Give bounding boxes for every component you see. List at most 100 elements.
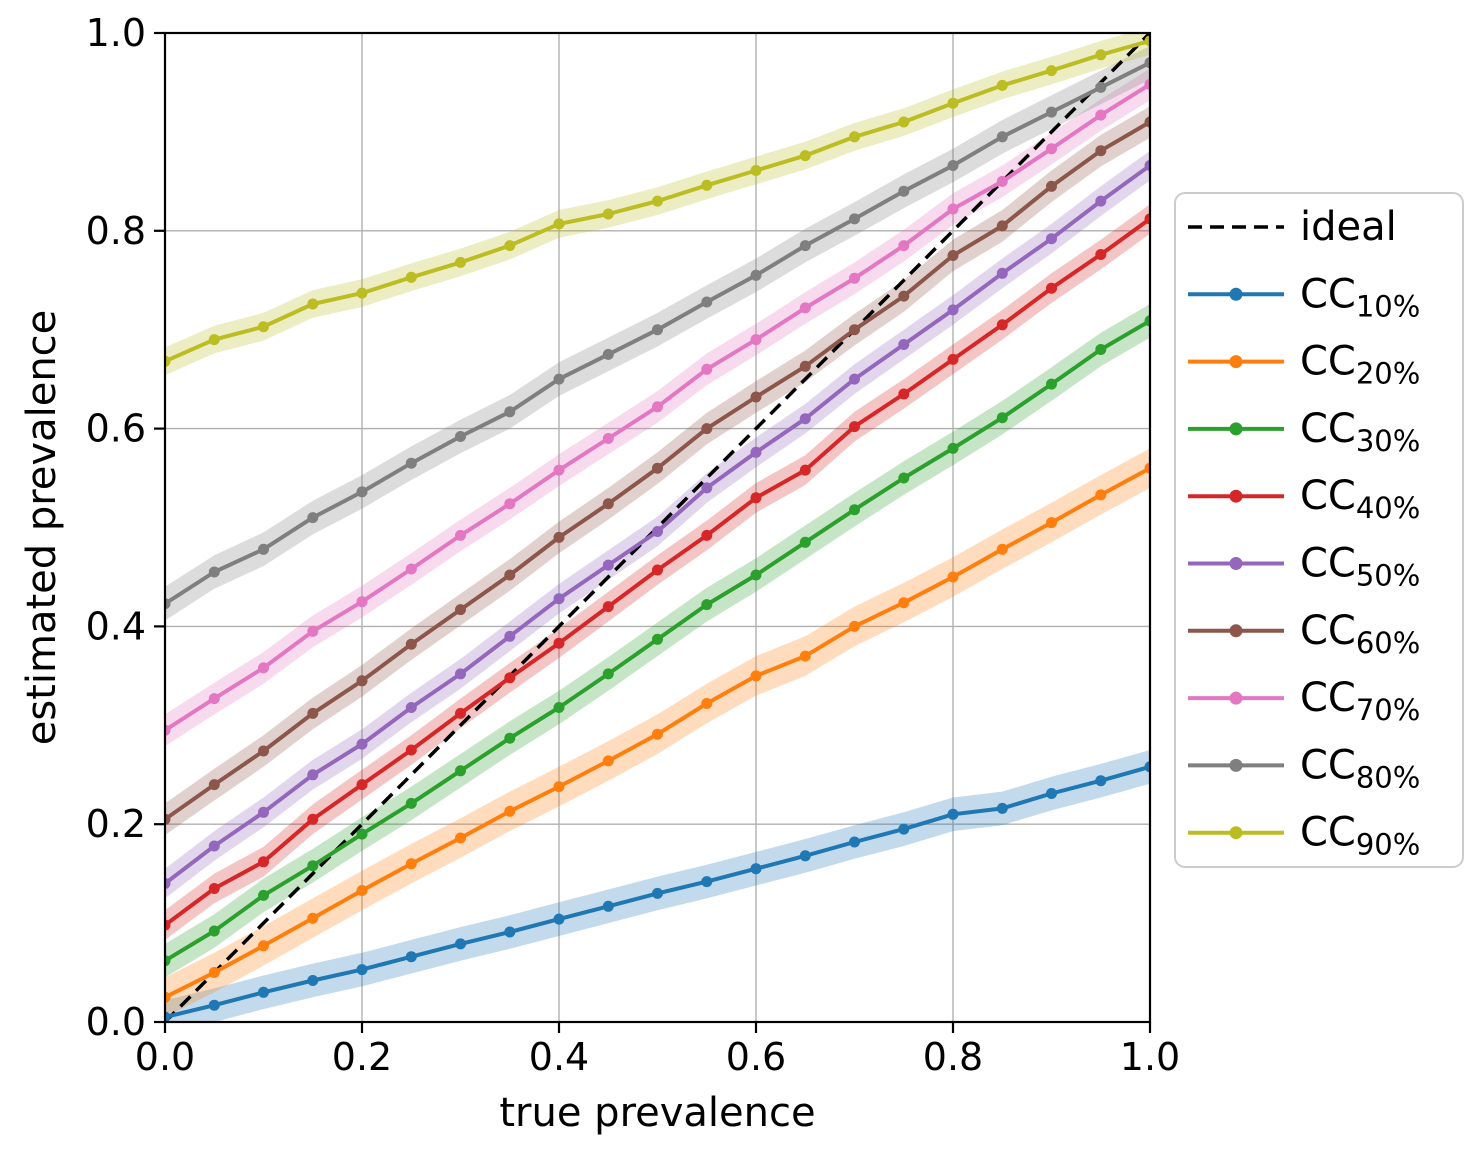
data-point-marker [553,373,565,385]
data-point-marker [750,863,762,875]
x-tick-label: 0.0 [135,1035,195,1079]
data-point-marker [799,413,811,425]
data-point-marker [307,813,319,825]
data-point-marker [208,334,220,346]
data-point-marker [208,967,220,978]
legend-marker-sample [1229,557,1243,570]
data-point-marker [996,802,1008,814]
data-point-marker [947,250,959,261]
data-point-marker [947,571,959,583]
series-markers-CC-10 [165,761,1150,1022]
legend-marker-sample [1229,758,1243,772]
data-point-marker [553,531,565,543]
legend-label-subscript: 70% [1356,693,1420,727]
data-point-marker [996,412,1008,424]
data-point-marker [1095,249,1107,260]
legend-label-subscript: 40% [1356,491,1420,525]
y-tick-label: 0.4 [86,604,146,648]
data-point-marker [405,563,417,575]
data-point-marker [1046,788,1057,799]
data-point-marker [356,486,368,498]
data-point-marker [1046,282,1057,294]
data-point-marker [504,569,516,581]
data-point-marker [356,828,368,840]
data-point-marker [652,462,663,474]
data-point-marker [701,423,713,435]
data-point-marker [849,421,860,433]
data-point-marker [1144,315,1150,327]
data-point-marker [165,919,171,931]
data-point-marker [947,304,959,316]
data-point-marker [258,856,269,868]
data-point-marker [652,401,663,413]
data-point-marker [898,597,910,609]
legend-marker-sample [1229,287,1243,301]
data-point-marker [602,433,614,444]
data-point-marker [602,601,614,613]
data-point-marker [947,442,959,454]
series-markers-CC-60 [165,116,1150,825]
data-point-marker [258,940,269,952]
data-point-marker [799,464,811,476]
data-point-marker [1144,160,1150,171]
data-point-marker [356,964,368,976]
axis-ticks [154,31,1152,1033]
series-markers-CC-20 [165,462,1150,1003]
data-point-marker [947,97,959,109]
legend-label: CC50% [1300,541,1420,593]
data-point-marker [165,724,171,736]
data-point-marker [849,272,860,284]
data-point-marker [258,662,269,674]
data-point-marker [258,321,269,333]
data-point-marker [849,620,860,632]
data-point-marker [258,745,269,757]
data-point-marker [455,256,466,268]
data-point-marker [504,630,516,642]
data-point-marker [750,269,762,281]
data-point-marker [1144,78,1150,90]
legend-marker-sample [1229,355,1243,369]
legend-marker-sample [1229,624,1243,638]
data-point-marker [1095,49,1107,61]
legend: idealCC10%CC20%CC30%CC40%CC50%CC60%CC70%… [1174,192,1464,868]
data-point-marker [750,492,762,504]
data-point-marker [652,195,663,207]
data-point-marker [356,596,368,608]
data-point-marker [504,406,516,418]
legend-marker-sample [1229,826,1243,840]
data-point-marker [1144,57,1150,69]
data-point-marker [553,218,565,230]
data-point-marker [898,290,910,302]
legend-label-subscript: 50% [1356,559,1420,593]
data-point-marker [652,564,663,576]
data-point-marker [1046,106,1057,118]
data-point-marker [799,302,811,314]
data-point-marker [553,593,565,605]
y-tick-label: 0.8 [86,209,146,253]
data-point-marker [750,446,762,458]
data-point-marker [898,388,910,400]
data-point-marker [1046,233,1057,245]
data-point-marker [1095,145,1107,157]
tick-labels: 0.0 0.2 0.4 0.6 0.8 1.0 0.0 0.2 0.4 0.6 0.8 1.0 [86,11,1181,1079]
data-point-marker [356,738,368,750]
data-point-marker [602,498,614,510]
data-point-marker [405,797,417,809]
data-point-marker [208,566,220,578]
data-point-marker [947,353,959,365]
data-point-marker [701,296,713,308]
y-tick-label: 0.2 [86,802,146,846]
data-point-marker [553,637,565,649]
legend-marker-sample [1229,422,1243,436]
legend-entry-ideal: ideal [1188,204,1397,250]
data-point-marker [553,781,565,793]
y-tick-label: 0.0 [86,1000,146,1044]
data-point-marker [898,339,910,350]
data-point-marker [307,298,319,310]
data-point-marker [898,240,910,252]
data-point-marker [701,482,713,494]
data-point-marker [405,271,417,283]
data-point-marker [455,832,466,844]
data-point-marker [258,986,269,998]
